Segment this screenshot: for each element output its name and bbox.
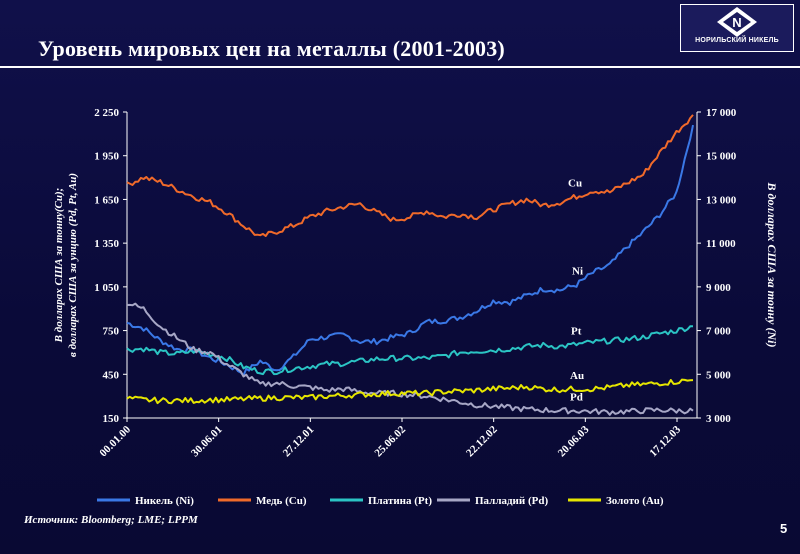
x-tick-label: 27.12.01 — [281, 424, 317, 460]
series-line-au — [126, 378, 694, 405]
left-tick-label: 2 250 — [94, 107, 119, 119]
left-tick-label: 750 — [103, 326, 120, 338]
x-tick-label: 00.01.00 — [97, 423, 133, 459]
series-line-pt — [126, 325, 694, 376]
series-line-ni — [126, 124, 694, 377]
svg-text:N: N — [732, 15, 741, 30]
x-tick-label: 22.12.02 — [464, 423, 500, 459]
series-label-ni: Ni — [572, 266, 583, 278]
left-axis-title-line1: В долларах США за тонну(Cu); — [53, 188, 65, 344]
source-note: Источник: Bloomberg; LME; LPPM — [24, 514, 198, 526]
right-tick-label: 15 000 — [706, 151, 737, 163]
left-tick-label: 1 950 — [94, 151, 119, 163]
legend-label-pd: Палладий (Pd) — [475, 495, 548, 507]
series-label-pd: Pd — [570, 392, 583, 404]
series-label-pt: Pt — [571, 325, 582, 337]
left-tick-label: 1 350 — [94, 238, 119, 250]
page-number: 5 — [780, 521, 788, 536]
right-tick-label: 7 000 — [706, 326, 731, 338]
x-tick-label: 17.12.03 — [647, 423, 683, 459]
legend-label-cu: Медь (Cu) — [256, 495, 307, 507]
right-tick-label: 3 000 — [706, 413, 731, 425]
series-line-pd — [126, 302, 694, 416]
company-logo: N НОРИЛЬСКИЙ НИКЕЛЬ — [680, 4, 794, 52]
right-tick-label: 5 000 — [706, 369, 731, 381]
right-tick-label: 13 000 — [706, 194, 737, 206]
logo-caption: НОРИЛЬСКИЙ НИКЕЛЬ — [695, 37, 779, 44]
slide-title: Уровень мировых цен на металлы (2001-200… — [38, 36, 505, 61]
left-tick-label: 150 — [103, 413, 120, 425]
left-tick-label: 450 — [103, 369, 120, 381]
left-tick-label: 1 650 — [94, 194, 119, 206]
left-tick-label: 1 050 — [94, 282, 119, 294]
series-label-au: Au — [570, 370, 584, 382]
x-tick-label: 20.06.03 — [556, 423, 592, 459]
logo-emblem-icon: N — [717, 7, 757, 37]
x-tick-label: 30.06.01 — [189, 424, 225, 460]
series-label-cu: Cu — [568, 178, 582, 190]
legend-label-au: Золото (Au) — [606, 495, 664, 507]
legend-label-pt: Платина (Pt) — [368, 495, 432, 507]
right-tick-label: 9 000 — [706, 282, 731, 294]
series-line-cu — [126, 114, 694, 237]
left-axis-title-line2: в долларах США за унцию (Pd, Pt, Au) — [67, 173, 79, 357]
right-axis-title: В долларах США за тонну (Ni) — [765, 182, 779, 348]
legend-label-ni: Никель (Ni) — [135, 495, 194, 507]
right-tick-label: 17 000 — [706, 107, 737, 119]
x-tick-label: 25.06.02 — [372, 423, 408, 459]
title-divider — [0, 66, 800, 68]
right-tick-label: 11 000 — [706, 238, 736, 250]
